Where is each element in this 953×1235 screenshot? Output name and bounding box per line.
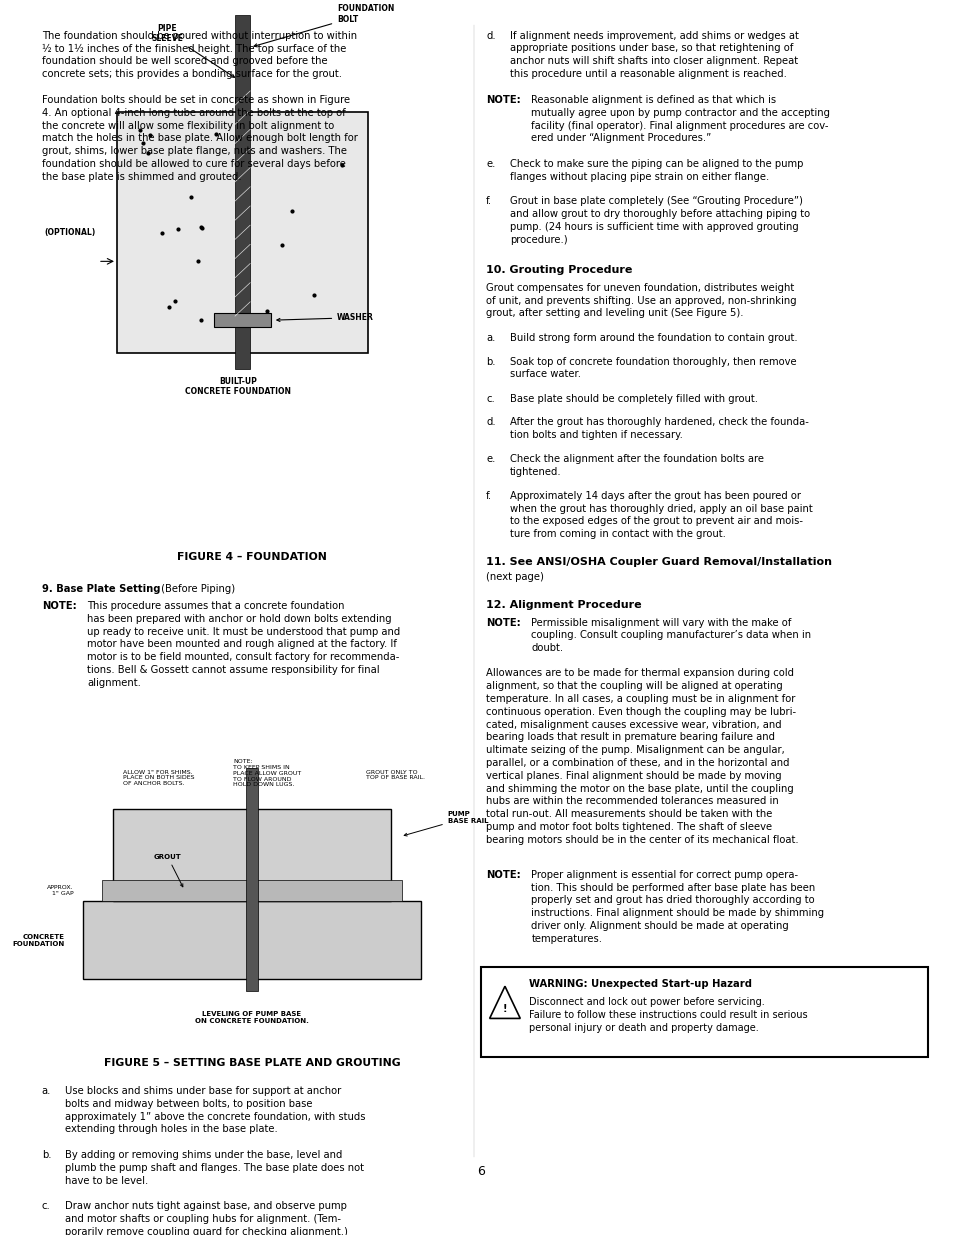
Text: a.: a.	[485, 333, 495, 343]
Text: f.: f.	[485, 490, 492, 500]
Text: b.: b.	[485, 357, 495, 367]
Text: d.: d.	[485, 417, 496, 427]
Text: 11. See ANSI/OSHA Coupler Guard Removal/Installation: 11. See ANSI/OSHA Coupler Guard Removal/…	[485, 557, 831, 567]
Text: NOTE:: NOTE:	[485, 618, 520, 627]
Text: Reasonable alignment is defined as that which is
mutually agree upon by pump con: Reasonable alignment is defined as that …	[531, 95, 829, 143]
Text: PIPE
SLEEVE: PIPE SLEEVE	[151, 23, 234, 78]
Text: Use blocks and shims under base for support at anchor
bolts and midway between b: Use blocks and shims under base for supp…	[66, 1086, 365, 1135]
Text: e.: e.	[485, 453, 495, 464]
Text: FOUNDATION
BOLT: FOUNDATION BOLT	[253, 4, 395, 47]
Text: c.: c.	[42, 1202, 51, 1212]
Text: !: !	[502, 1004, 507, 1014]
Text: 10. Grouting Procedure: 10. Grouting Procedure	[485, 266, 632, 275]
Text: Disconnect and lock out power before servicing.
Failure to follow these instruct: Disconnect and lock out power before ser…	[528, 998, 806, 1032]
Text: (next page): (next page)	[485, 572, 543, 583]
Text: PUMP
BASE RAIL: PUMP BASE RAIL	[404, 810, 488, 836]
Bar	[214, 312, 271, 327]
Text: Approximately 14 days after the grout has been poured or
when the grout has thor: Approximately 14 days after the grout ha…	[509, 490, 812, 540]
Text: NOTE:: NOTE:	[485, 95, 520, 105]
Text: GROUT: GROUT	[153, 853, 183, 887]
Text: f.: f.	[485, 196, 492, 206]
Text: Allowances are to be made for thermal expansion during cold
alignment, so that t: Allowances are to be made for thermal ex…	[485, 668, 798, 845]
Text: Check to make sure the piping can be aligned to the pump
flanges without placing: Check to make sure the piping can be ali…	[509, 159, 802, 183]
Text: Grout compensates for uneven foundation, distributes weight
of unit, and prevent: Grout compensates for uneven foundation,…	[485, 283, 796, 319]
Polygon shape	[489, 987, 519, 1019]
Text: 9. Base Plate Setting: 9. Base Plate Setting	[42, 584, 160, 594]
Text: Soak top of concrete foundation thoroughly, then remove
surface water.: Soak top of concrete foundation thorough…	[509, 357, 796, 379]
Text: (OPTIONAL): (OPTIONAL)	[44, 228, 95, 237]
Text: e.: e.	[485, 159, 495, 169]
Text: If alignment needs improvement, add shims or wedges at
appropriate positions und: If alignment needs improvement, add shim…	[509, 31, 798, 79]
Text: NOTE:: NOTE:	[42, 601, 76, 611]
Text: b.: b.	[42, 1151, 51, 1161]
Text: Build strong form around the foundation to contain grout.: Build strong form around the foundation …	[509, 333, 797, 343]
Text: By adding or removing shims under the base, level and
plumb the pump shaft and f: By adding or removing shims under the ba…	[66, 1151, 364, 1186]
Bar	[83, 900, 420, 979]
Bar	[246, 768, 257, 992]
Bar	[234, 15, 250, 369]
Bar	[102, 879, 401, 900]
Text: Proper alignment is essential for correct pump opera-
tion. This should be perfo: Proper alignment is essential for correc…	[531, 869, 823, 944]
Text: Grout in base plate completely (See “Grouting Procedure”)
and allow grout to dry: Grout in base plate completely (See “Gro…	[509, 196, 809, 245]
Text: BUILT-UP
CONCRETE FOUNDATION: BUILT-UP CONCRETE FOUNDATION	[185, 377, 291, 396]
Text: This procedure assumes that a concrete foundation
has been prepared with anchor : This procedure assumes that a concrete f…	[87, 601, 400, 688]
Text: 12. Alignment Procedure: 12. Alignment Procedure	[485, 600, 641, 610]
FancyBboxPatch shape	[113, 809, 391, 900]
Text: d.: d.	[485, 31, 496, 41]
Text: APPROX.
1" GAP: APPROX. 1" GAP	[48, 884, 73, 895]
Text: FIGURE 5 – SETTING BASE PLATE AND GROUTING: FIGURE 5 – SETTING BASE PLATE AND GROUTI…	[104, 1058, 400, 1068]
Text: WASHER: WASHER	[276, 314, 374, 322]
Text: Draw anchor nuts tight against base, and observe pump
and motor shafts or coupli: Draw anchor nuts tight against base, and…	[66, 1202, 348, 1235]
Text: After the grout has thoroughly hardened, check the founda-
tion bolts and tighte: After the grout has thoroughly hardened,…	[509, 417, 808, 440]
FancyBboxPatch shape	[117, 111, 368, 353]
Text: LEVELING OF PUMP BASE
ON CONCRETE FOUNDATION.: LEVELING OF PUMP BASE ON CONCRETE FOUNDA…	[195, 1011, 309, 1024]
Text: FIGURE 4 – FOUNDATION: FIGURE 4 – FOUNDATION	[177, 552, 327, 562]
Text: Check the alignment after the foundation bolts are
tightened.: Check the alignment after the foundation…	[509, 453, 762, 477]
Text: ALLOW 1" FOR SHIMS.
PLACE ON BOTH SIDES
OF ANCHOR BOLTS.: ALLOW 1" FOR SHIMS. PLACE ON BOTH SIDES …	[122, 769, 193, 787]
Text: GROUT ONLY TO
TOP OF BASE RAIL.: GROUT ONLY TO TOP OF BASE RAIL.	[365, 769, 424, 781]
Text: c.: c.	[485, 394, 495, 404]
Text: NOTE:: NOTE:	[485, 869, 520, 879]
Text: Permissible misalignment will vary with the make of
coupling. Consult coupling m: Permissible misalignment will vary with …	[531, 618, 811, 653]
FancyBboxPatch shape	[481, 967, 927, 1057]
Text: Base plate should be completely filled with grout.: Base plate should be completely filled w…	[509, 394, 757, 404]
Text: NOTE:
TO KEEP SHIMS IN
PLACE ALLOW GROUT
TO FLOW AROUND
HOLD DOWN LUGS.: NOTE: TO KEEP SHIMS IN PLACE ALLOW GROUT…	[233, 760, 301, 788]
Text: The foundation should be poured without interruption to within
½ to 1½ inches of: The foundation should be poured without …	[42, 31, 356, 79]
Text: a.: a.	[42, 1086, 51, 1097]
Text: WARNING: Unexpected Start-up Hazard: WARNING: Unexpected Start-up Hazard	[528, 979, 751, 989]
Text: 6: 6	[476, 1165, 485, 1178]
Text: Foundation bolts should be set in concrete as shown in Figure
4. An optional 4-i: Foundation bolts should be set in concre…	[42, 95, 357, 182]
Text: (Before Piping): (Before Piping)	[158, 584, 234, 594]
Text: CONCRETE
FOUNDATION: CONCRETE FOUNDATION	[12, 934, 65, 946]
